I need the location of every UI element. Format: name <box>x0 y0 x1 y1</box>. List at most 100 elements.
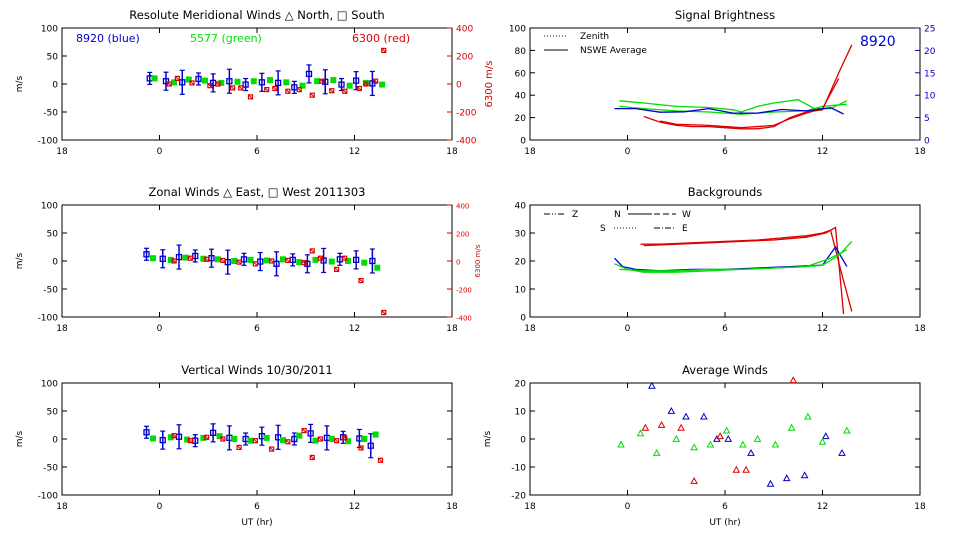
data-point-red <box>657 420 666 428</box>
data-point-blue <box>648 381 656 389</box>
y-tick-label: -50 <box>43 464 58 474</box>
y-axis-label: m/s <box>15 430 25 447</box>
data-point-green <box>231 258 238 264</box>
data-point-green <box>283 79 290 86</box>
y-tick-label: 60 <box>515 69 527 79</box>
x-tick-label: 12 <box>817 502 828 512</box>
data-point-green <box>263 434 270 441</box>
x-tick-label: 18 <box>56 324 68 334</box>
x-tick-label: 18 <box>446 324 458 334</box>
y-tick-label: 50 <box>47 53 59 63</box>
y2-tick-label: 5 <box>924 114 930 124</box>
y-tick-label: 20 <box>515 380 527 390</box>
data-point-red <box>342 435 348 441</box>
y-tick-label: -20 <box>511 492 526 502</box>
y2-axis-label: 6300 m/s <box>474 244 482 277</box>
x-tick-label: 18 <box>446 147 458 157</box>
data-point-red-mark <box>357 86 362 91</box>
annotation-8920: 8920 <box>860 34 896 50</box>
y-tick-label: 100 <box>41 202 58 212</box>
legend-label-blue: 8920 (blue) <box>76 32 140 45</box>
data-point-red <box>252 261 258 267</box>
data-point-green <box>267 77 273 84</box>
data-point-red-mark <box>373 78 378 84</box>
data-point-green <box>328 258 335 265</box>
data-point-red <box>272 85 278 92</box>
y-tick-label: 0 <box>52 258 58 268</box>
data-point-red-mark <box>319 78 325 84</box>
data-point-green <box>753 434 762 442</box>
data-point-red <box>309 454 315 461</box>
x-tick-label: 0 <box>625 147 631 157</box>
y-tick-label: 10 <box>515 408 527 418</box>
data-point-red-mark <box>166 81 172 87</box>
data-point-blue <box>782 474 791 482</box>
data-point-red-mark <box>204 434 209 440</box>
data-point-green <box>296 432 303 439</box>
data-point-red <box>285 439 291 445</box>
data-point-green <box>706 440 715 448</box>
x-tick-label: 6 <box>722 147 728 157</box>
data-point-blue <box>838 448 846 456</box>
data-point-red <box>236 259 242 265</box>
data-point-red <box>301 428 307 434</box>
x-tick-label: 0 <box>157 324 163 334</box>
x-tick-label: 0 <box>625 324 631 334</box>
data-point-red <box>215 81 221 87</box>
data-point-red <box>329 88 335 94</box>
y2-tick-label: 0 <box>456 259 460 267</box>
y-tick-label: 0 <box>520 436 526 446</box>
data-point-green <box>636 429 645 437</box>
chart-average: Average Winds 18 0 6 12 18 20 10 0 -10 -20 m/s UT (h… <box>483 363 926 528</box>
data-point-red-mark <box>269 258 274 264</box>
x-tick-label: 18 <box>524 324 536 334</box>
data-point-green <box>312 256 319 263</box>
data-point-red <box>171 258 177 264</box>
x-tick-label: 6 <box>722 324 728 334</box>
data-point-blue <box>369 257 376 265</box>
y2-tick-label: 200 <box>456 53 473 63</box>
plot-frame <box>61 204 453 318</box>
data-point-red <box>356 85 362 92</box>
legend-label: NSWE Average <box>580 46 647 56</box>
data-point-red-mark <box>301 260 307 266</box>
data-point-red-mark <box>238 85 244 91</box>
data-point-red <box>317 255 323 261</box>
data-point-red <box>309 248 315 254</box>
data-point-green <box>330 77 337 84</box>
data-point-red-mark <box>236 259 242 265</box>
y2-tick-label: -400 <box>456 137 477 147</box>
data-point-red-mark <box>171 433 177 438</box>
x-tick-label: 18 <box>524 502 536 512</box>
data-point-red-mark <box>230 85 235 91</box>
data-point-red-mark <box>334 438 339 444</box>
y-tick-label: 40 <box>515 92 527 102</box>
data-point-red-mark <box>301 428 307 433</box>
data-point-blue <box>766 479 775 487</box>
data-point-green <box>185 76 192 83</box>
data-point-green <box>312 437 319 444</box>
y-axis-label: m/s <box>15 252 25 269</box>
data-point-blue <box>195 75 202 83</box>
data-point-blue <box>273 260 280 267</box>
x-tick-label: 18 <box>914 147 926 157</box>
x-tick-label: 18 <box>56 147 68 157</box>
y2-tick-label: 0 <box>456 81 462 91</box>
data-point-red-mark <box>358 445 364 451</box>
y-tick-label: 20 <box>515 258 527 268</box>
series-line-blue <box>614 107 844 115</box>
data-point-red-mark <box>318 255 323 261</box>
data-point-green <box>280 256 286 263</box>
y2-tick-label: 200 <box>456 231 469 239</box>
data-point-red <box>171 433 177 439</box>
data-point-blue <box>143 251 150 258</box>
x-tick-label: 18 <box>914 324 926 334</box>
y-tick-label: -100 <box>38 314 59 324</box>
data-point-red <box>732 465 741 473</box>
x-tick-label: 6 <box>254 324 260 334</box>
data-point-red <box>716 432 724 440</box>
data-point-red <box>377 457 384 463</box>
y-tick-label: 50 <box>47 230 59 240</box>
data-point-red-mark <box>269 446 274 452</box>
